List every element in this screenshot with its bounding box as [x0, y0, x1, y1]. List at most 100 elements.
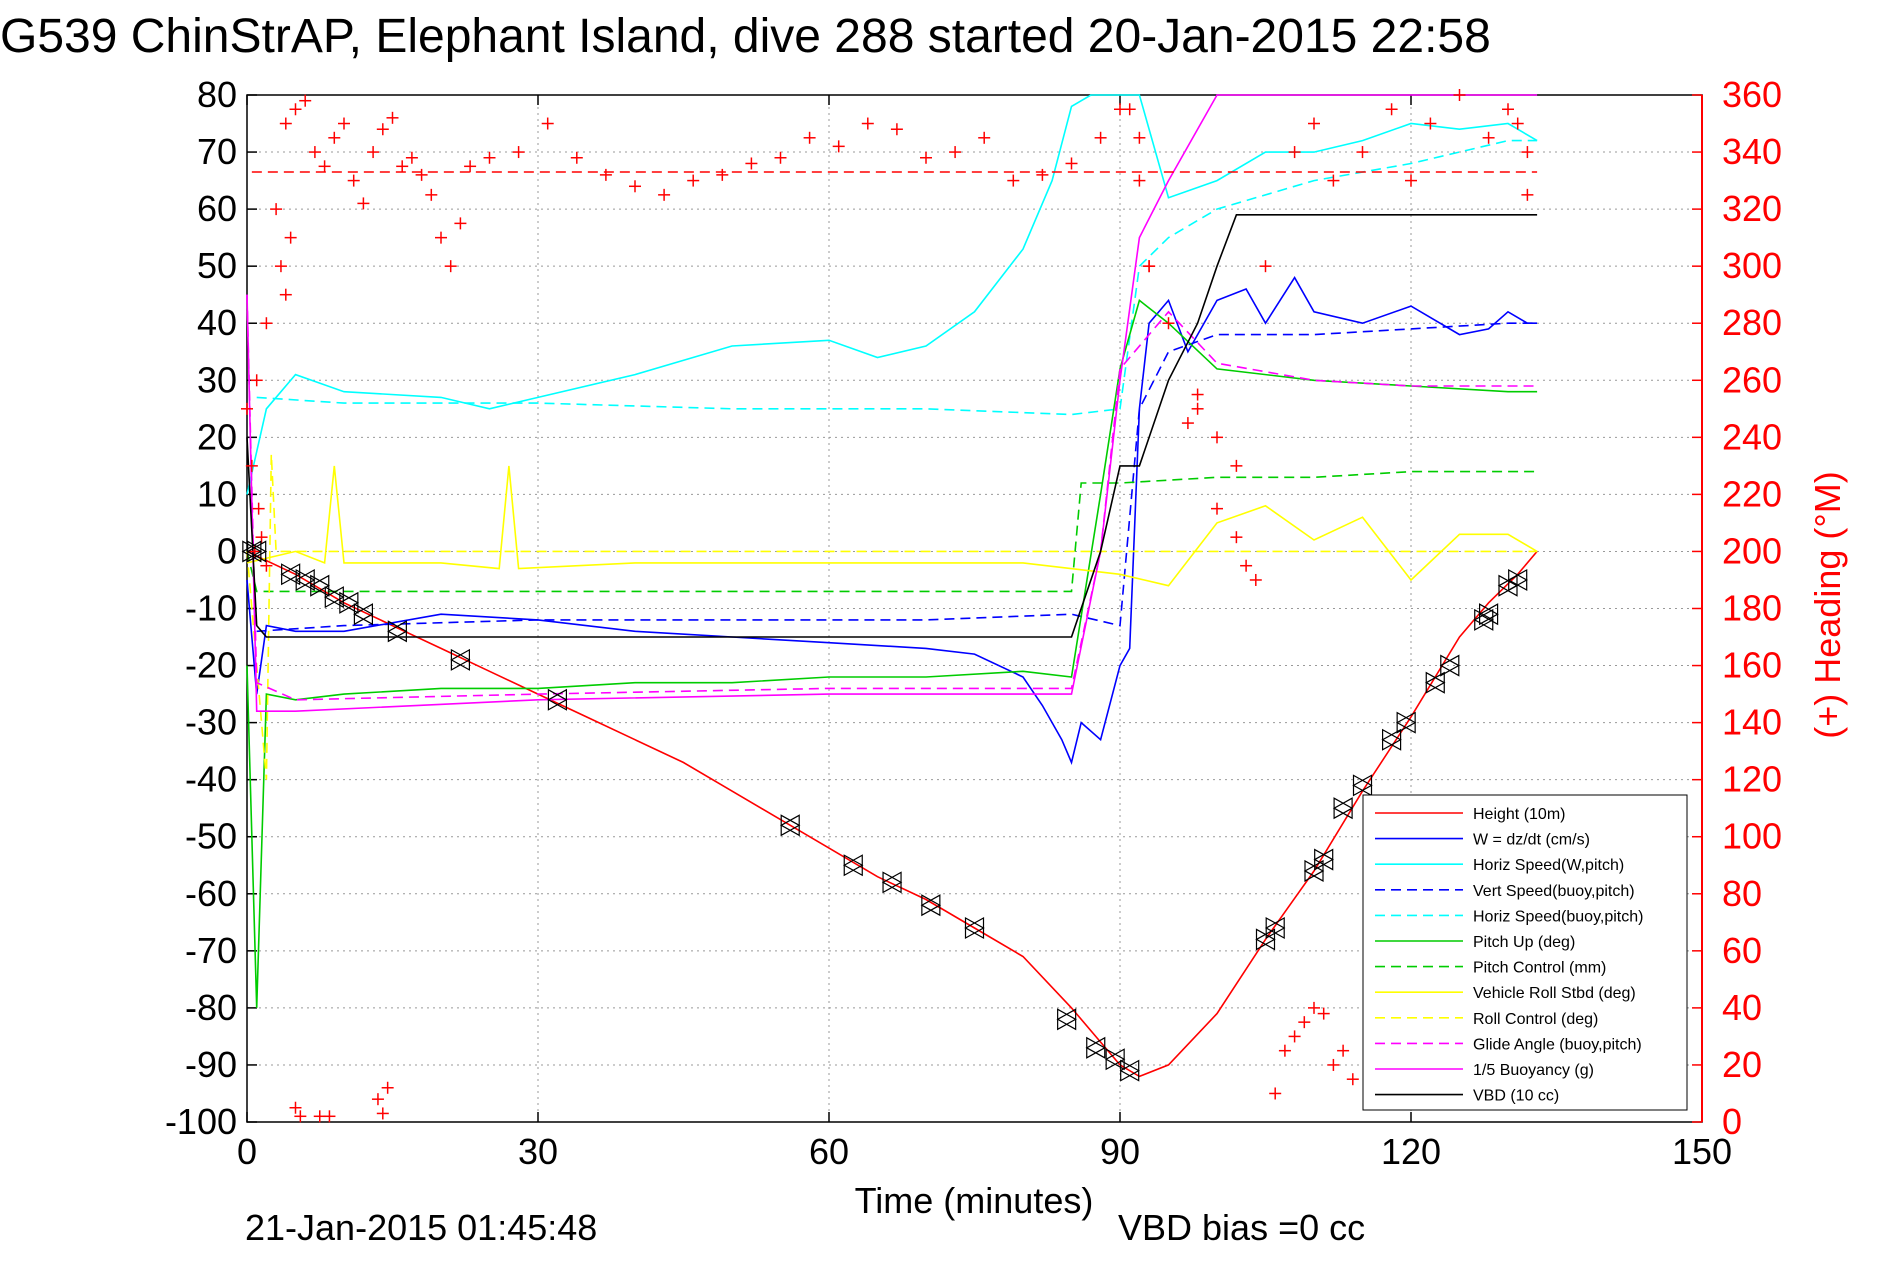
footer-vbd-bias: VBD bias =0 cc: [1118, 1207, 1365, 1248]
marker-left-triangle: [1507, 568, 1528, 591]
heading-series: [241, 89, 1538, 1123]
y-tick-label: -80: [185, 987, 237, 1028]
y-tick-label: -90: [185, 1044, 237, 1085]
marker-left-triangle: [1425, 671, 1445, 694]
heading-scatter-point: [260, 559, 273, 572]
y-tick-label: 70: [197, 131, 237, 172]
marker-left-triangle: [1056, 1008, 1077, 1031]
y2-tick-label: 140: [1722, 702, 1782, 743]
heading-scatter-point: [1288, 1030, 1301, 1043]
legend-label-0: Height (10m): [1473, 806, 1565, 823]
legend-label-7: Vehicle Roll Stbd (deg): [1473, 985, 1636, 1002]
legend-label-9: Glide Angle (buoy,pitch): [1473, 1036, 1642, 1053]
legend-label-1: W = dz/dt (cm/s): [1473, 832, 1590, 849]
y2-tick-label: 0: [1722, 1101, 1742, 1142]
x-tick-label: 150: [1672, 1131, 1732, 1172]
heading-point: [425, 188, 438, 201]
heading-point: [716, 168, 729, 181]
footer-timestamp: 21-Jan-2015 01:45:48: [245, 1207, 597, 1248]
marker-right-triangle: [882, 871, 903, 894]
heading-point: [454, 217, 467, 230]
heading-point: [541, 117, 554, 130]
heading-point: [308, 146, 321, 159]
heading-point: [1211, 431, 1223, 444]
legend-label-3: Vert Speed(buoy,pitch): [1473, 883, 1635, 900]
marker-left-triangle: [241, 540, 262, 563]
heading-point: [1230, 459, 1243, 472]
y2-tick-label: 100: [1722, 816, 1782, 857]
marker-left-triangle: [1395, 711, 1416, 734]
heading-scatter-point: [1123, 103, 1136, 116]
y2-tick-label: 220: [1722, 473, 1782, 514]
heading-point: [1036, 168, 1049, 181]
marker-left-triangle: [1085, 1036, 1106, 1059]
heading-point: [241, 402, 253, 415]
y-tick-label: 80: [197, 74, 237, 115]
heading-point: [415, 168, 428, 181]
heading-point: [1162, 317, 1175, 330]
marker-left-triangle: [246, 540, 267, 563]
heading-point: [920, 151, 932, 164]
y-tick-label: 60: [197, 188, 237, 229]
y2-axis-label: (+) Heading (°M): [1807, 471, 1848, 738]
y-tick-label: 50: [197, 245, 237, 286]
y2-tick-label: 320: [1722, 188, 1782, 229]
heading-point: [376, 123, 389, 136]
series-line-6: [246, 470, 1538, 593]
marker-left-triangle: [1264, 916, 1285, 940]
heading-point: [357, 197, 370, 210]
heading-scatter-point: [376, 1107, 389, 1120]
marker-right-triangle: [1333, 797, 1354, 820]
marker-left-triangle: [1478, 603, 1499, 626]
heading-point: [367, 146, 380, 159]
y2-tick-label: 260: [1722, 359, 1782, 400]
y-tick-label: 30: [197, 359, 237, 400]
legend-label-8: Roll Control (deg): [1473, 1011, 1598, 1028]
heading-scatter-point: [1211, 502, 1223, 515]
heading-scatter-point: [1327, 1058, 1340, 1071]
heading-point: [1191, 402, 1204, 415]
marker-right-triangle: [1086, 1036, 1106, 1059]
heading-scatter-point: [1249, 573, 1262, 586]
y-tick-label: -60: [185, 873, 237, 914]
series-line-2: [246, 94, 1538, 495]
series-line-4: [256, 139, 1538, 416]
heading-scatter-point: [255, 531, 268, 544]
marker-left-triangle: [294, 568, 315, 591]
heading-scatter-point: [1240, 559, 1253, 572]
marker-left-triangle: [309, 574, 330, 597]
heading-point: [270, 203, 283, 216]
heading-point: [250, 374, 263, 387]
heading-scatter-point: [245, 459, 258, 472]
heading-point: [803, 131, 816, 144]
marker-left-triangle: [881, 871, 902, 894]
heading-point: [861, 117, 874, 130]
heading-point: [745, 157, 758, 170]
legend-label-5: Pitch Up (deg): [1473, 934, 1575, 951]
y2-tick-label: 60: [1722, 930, 1762, 971]
heading-point: [328, 131, 341, 144]
heading-point: [299, 94, 312, 107]
y-tick-label: 40: [197, 302, 237, 343]
marker-left-triangle: [547, 688, 568, 711]
series-line-11: [246, 214, 1538, 638]
marker-left-triangle: [1332, 797, 1353, 820]
heading-point: [978, 131, 991, 144]
heading-point: [1424, 117, 1437, 130]
y2-tick-label: 180: [1722, 588, 1782, 629]
heading-point: [396, 160, 409, 173]
data-series: [246, 94, 1538, 1078]
heading-scatter-point: [1230, 531, 1243, 544]
heading-point: [444, 260, 457, 273]
heading-point: [1356, 146, 1369, 159]
heading-point: [949, 146, 962, 159]
heading-scatter-point: [1317, 1007, 1330, 1020]
legend-box: [1362, 794, 1688, 1111]
y2-tick-label: 340: [1722, 131, 1782, 172]
heading-point: [386, 111, 399, 124]
heading-point: [687, 174, 700, 187]
heading-point: [1327, 174, 1340, 187]
heading-point: [347, 174, 360, 187]
heading-scatter-point: [1308, 1001, 1320, 1014]
